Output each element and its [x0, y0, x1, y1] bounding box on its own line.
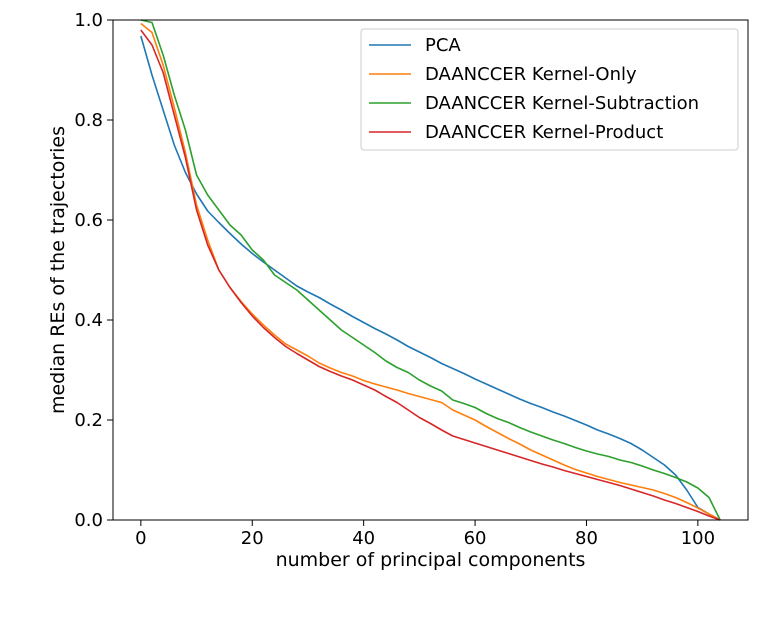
- y-tick-label: 0.4: [74, 310, 103, 331]
- x-axis: 0 20 40 60 80 100: [135, 520, 715, 549]
- series-line-3: [140, 29, 721, 521]
- series-line-2: [140, 19, 721, 521]
- legend-label-1: DAANCCER Kernel-Only: [425, 64, 637, 85]
- legend-label-0: PCA: [425, 35, 461, 56]
- plot-frame: [112, 19, 749, 521]
- x-axis-title: number of principal components: [276, 549, 586, 571]
- y-tick-label: 0.2: [74, 410, 103, 431]
- x-tick-label: 20: [241, 528, 264, 549]
- legend: PCA DAANCCER Kernel-Only DAANCCER Kernel-S…: [360, 28, 739, 151]
- series-layer: [140, 19, 721, 521]
- legend-box: [360, 28, 739, 151]
- y-axis: 0.0 0.2 0.4 0.6 0.8 1.0: [74, 10, 113, 531]
- y-tick-label: 1.0: [74, 10, 103, 31]
- legend-label-3: DAANCCER Kernel-Product: [425, 122, 663, 143]
- x-tick-label: 80: [575, 528, 598, 549]
- y-axis-title: median REs of the trajectories: [47, 126, 69, 414]
- x-tick-label: 40: [352, 528, 375, 549]
- x-tick-label: 60: [464, 528, 487, 549]
- series-line-0: [140, 35, 721, 521]
- y-tick-label: 0.6: [74, 210, 103, 231]
- y-tick-label: 0.0: [74, 510, 103, 531]
- y-tick-label: 0.8: [74, 110, 103, 131]
- x-tick-label: 100: [681, 528, 715, 549]
- legend-label-2: DAANCCER Kernel-Subtraction: [425, 93, 699, 114]
- x-tick-label: 0: [135, 528, 146, 549]
